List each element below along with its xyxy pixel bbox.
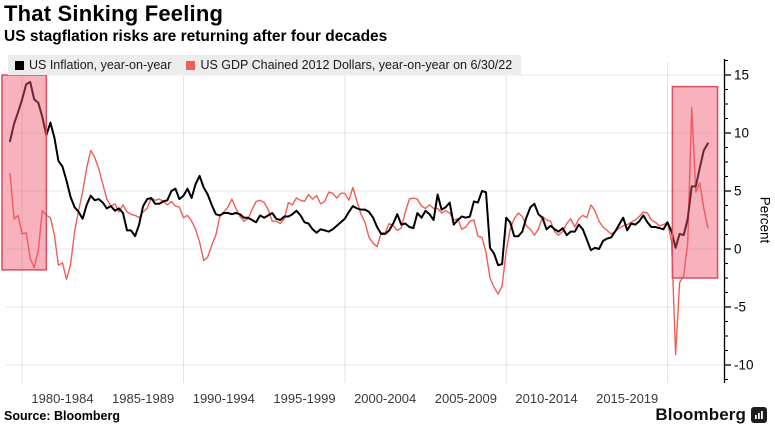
series-line — [9, 81, 709, 267]
x-axis-label: 1990-1994 — [193, 391, 255, 406]
inflation-series-swatch-icon — [15, 60, 24, 70]
chart-legend: US Inflation, year-on-year US GDP Chaine… — [8, 55, 522, 75]
x-axis-label: 2015-2019 — [596, 391, 658, 406]
x-axis-label: 2005-2009 — [435, 391, 497, 406]
x-axis-label: 1985-1989 — [112, 391, 174, 406]
y-tick-label: -5 — [734, 300, 746, 315]
legend-item-inflation: US Inflation, year-on-year — [15, 58, 171, 72]
page-title: That Sinking Feeling — [4, 1, 224, 26]
bloomberg-wordmark: Bloomberg — [655, 405, 746, 424]
page-subtitle: US stagflation risks are returning after… — [4, 28, 388, 45]
highlight-bands — [1, 74, 719, 279]
bloomberg-terminal-icon — [751, 407, 767, 423]
y-tick-label: 0 — [734, 242, 742, 257]
y-axis: 15 10 5 0 -5 -10 Percent — [723, 59, 773, 383]
x-axis-label: 1995-1999 — [273, 391, 335, 406]
x-axis-label: 2000-2004 — [354, 391, 416, 406]
y-tick-label: 15 — [734, 68, 749, 83]
bloomberg-logo: Bloomberg — [655, 405, 767, 425]
legend-label-inflation: US Inflation, year-on-year — [29, 58, 172, 72]
y-tick-label: -10 — [734, 358, 754, 373]
y-tick-label: 5 — [734, 184, 742, 199]
series-line — [9, 106, 709, 356]
y-tick-label: 10 — [734, 126, 749, 141]
x-axis-labels: 1980-1984 1985-1989 1990-1994 1995-1999 2000… — [31, 391, 658, 406]
x-axis-label: 1980-1984 — [31, 391, 93, 406]
source-attribution: Source: Bloomberg — [4, 409, 120, 423]
legend-label-gdp: US GDP Chained 2012 Dollars, year-on-yea… — [200, 58, 513, 72]
stagflation-highlight-band — [671, 85, 719, 279]
x-axis-label: 2010-2014 — [515, 391, 577, 406]
series-lines — [9, 81, 709, 356]
gridlines — [6, 62, 724, 383]
legend-item-gdp: US GDP Chained 2012 Dollars, year-on-yea… — [186, 58, 512, 72]
y-axis-title: Percent — [758, 197, 773, 244]
gdp-series-swatch-icon — [186, 60, 196, 70]
stagflation-highlight-band — [1, 74, 48, 271]
